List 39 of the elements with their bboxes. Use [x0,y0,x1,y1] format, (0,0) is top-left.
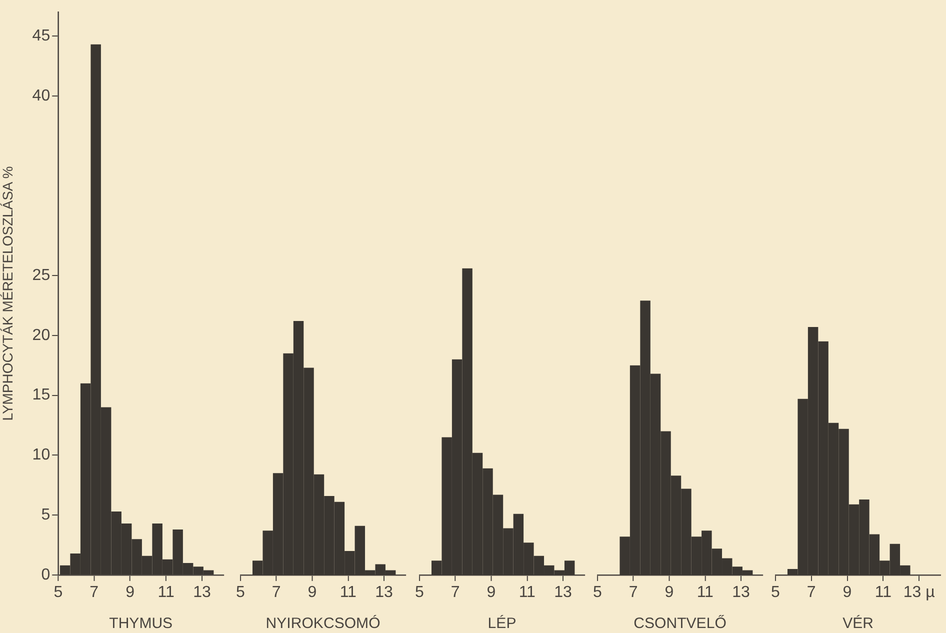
x-tick-label: 11 [696,583,714,601]
y-tick-label: 15 [32,386,50,404]
x-tick-label: 7 [90,583,99,601]
x-axis-title: VÉR [842,614,874,632]
y-tick-label: 45 [32,26,50,44]
y-tick-label: 20 [32,326,50,344]
x-tick-label: 13 [554,583,572,601]
x-tick-label: 5 [54,583,63,601]
x-tick-label: 11 [874,584,892,602]
x-tick-label: 11 [518,583,536,601]
x-tick-label: 5 [236,583,246,601]
x-tick-label: 13 [732,583,750,601]
x-tick-label: 9 [308,583,317,601]
x-tick-label: 7 [450,583,460,601]
x-tick-label: 7 [272,583,281,601]
x-tick-label: 13 [375,583,394,601]
x-tick-label: 13 µ [903,584,935,602]
x-tick-label: 5 [770,584,780,602]
x-tick-label: 9 [486,583,496,601]
y-tick-label: 40 [32,86,50,104]
y-tick-label: 5 [41,506,50,524]
x-axis-title: CSONTVELŐ [634,614,726,632]
x-tick-label: 13 [193,583,212,601]
x-tick-label: 9 [842,584,852,602]
x-tick-label: 11 [340,583,357,601]
x-tick-label: 7 [628,583,638,601]
x-axis-title: LÉP [488,614,516,632]
x-tick-label: 9 [664,583,674,601]
x-tick-label: 5 [415,583,424,601]
y-axis-title: LYMPHOCYTÁK MÉRETELOSZLÁSA % [0,166,16,421]
y-tick-label: 25 [32,266,50,284]
x-tick-label: 9 [126,583,135,601]
y-tick-label: 10 [32,446,50,464]
x-axis-title: THYMUS [109,615,173,632]
x-tick-label: 11 [158,583,174,601]
y-tick-label: 0 [41,565,50,584]
x-axis-title: NYIROKCSOMÓ [266,614,380,632]
x-tick-label: 7 [806,584,816,602]
x-tick-label: 5 [593,583,602,601]
